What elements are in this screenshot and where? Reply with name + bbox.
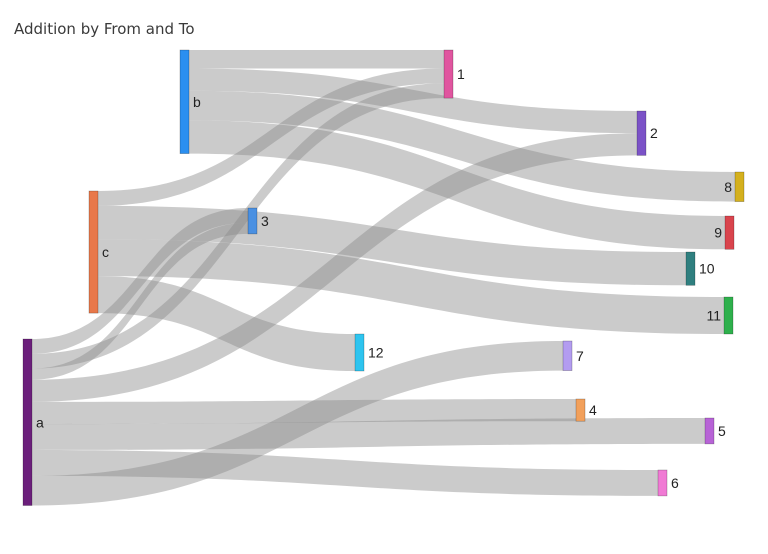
node-a [22,338,33,506]
node-9 [724,215,735,250]
link-c-to-10 [98,205,686,286]
chart-title: Addition by From and To [14,20,195,38]
link-a-to-3 [32,208,248,354]
node-label-7: 7 [576,348,584,364]
node-label-6: 6 [671,475,679,491]
node-label-4: 4 [589,402,597,418]
node-label-3: 3 [261,213,269,229]
node-5 [704,417,715,445]
node-label-10: 10 [699,261,715,277]
node-8 [734,171,745,202]
nodes-layer [22,49,745,506]
node-label-c: c [102,244,109,260]
node-label-9: 9 [714,225,722,241]
link-a-to-1 [32,83,444,369]
node-c [88,190,99,314]
link-b-to-1 [189,50,444,69]
node-6 [657,469,668,497]
node-label-a: a [36,414,44,430]
node-11 [723,296,734,335]
node-label-12: 12 [368,345,384,361]
link-a-to-2 [32,133,637,402]
link-c-to-12 [98,276,355,371]
link-a-to-3 [32,222,248,380]
link-b-to-8 [189,90,735,202]
node-label-1: 1 [457,66,465,82]
node-label-b: b [193,94,201,110]
node-3 [247,207,258,235]
node-1 [443,49,454,99]
link-a-to-6 [32,450,658,496]
node-2 [636,110,647,156]
node-12 [354,333,365,372]
link-b-to-2 [189,68,637,134]
link-c-to-1 [98,68,444,206]
link-c-to-11 [98,239,724,334]
node-label-8: 8 [724,179,732,195]
link-b-to-9 [189,120,725,250]
node-b [179,49,190,154]
node-label-5: 5 [718,423,726,439]
link-a-to-5 [32,418,705,450]
node-4 [575,398,586,422]
link-a-to-4 [32,399,576,425]
node-label-11: 11 [706,308,721,324]
link-a-to-7 [32,341,563,506]
node-10 [685,251,696,286]
node-label-2: 2 [650,125,658,141]
node-7 [562,340,573,371]
links-layer [32,50,735,506]
